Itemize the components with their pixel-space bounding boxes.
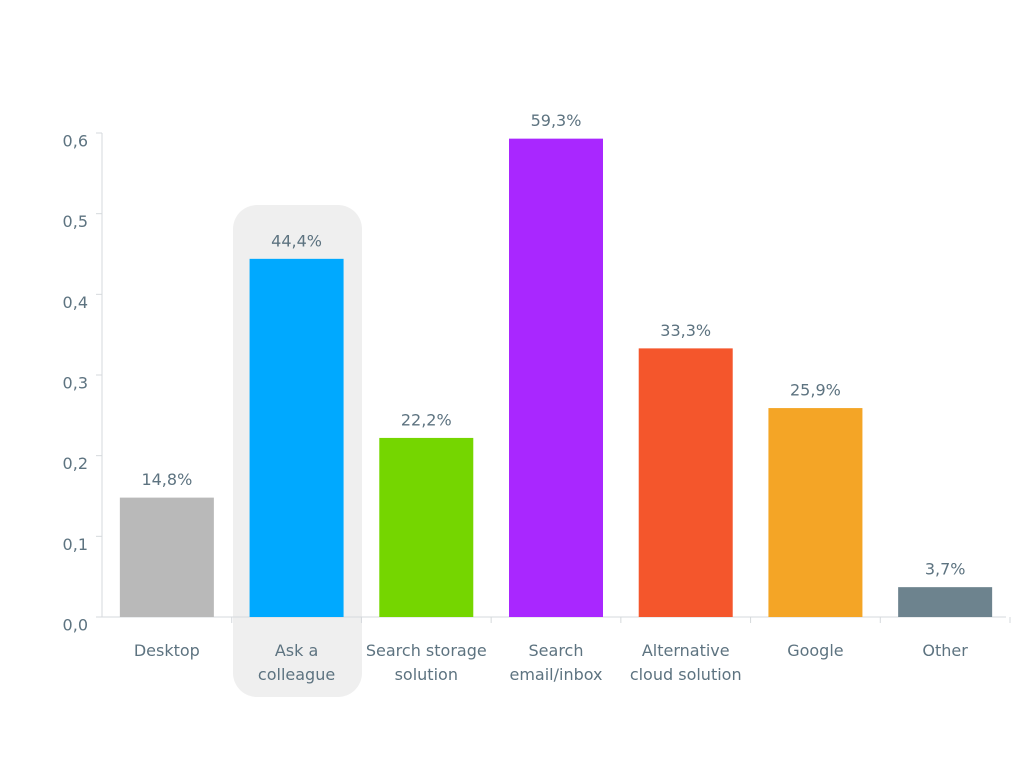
x-tick-label: Desktop (133, 641, 200, 660)
bar (119, 497, 214, 617)
value-label: 25,9% (790, 381, 841, 400)
value-label: 33,3% (660, 321, 711, 340)
bar (638, 348, 733, 617)
value-label: 44,4% (271, 231, 322, 250)
y-tick-label: 0,1 (63, 535, 88, 554)
x-tick-label: Ask a colleague (257, 641, 336, 684)
x-tick-label: Search storage solution (365, 641, 487, 684)
bar (768, 408, 863, 617)
y-tick-label: 0,6 (63, 132, 88, 151)
x-tick-label: Search email/inbox (509, 641, 603, 684)
y-tick-label: 0,0 (63, 616, 88, 635)
y-tick-label: 0,4 (63, 293, 88, 312)
value-label: 3,7% (925, 560, 966, 579)
value-label: 22,2% (401, 410, 452, 429)
bar (379, 437, 474, 617)
value-label: 59,3% (531, 111, 582, 130)
x-tick-label: Google (787, 641, 844, 660)
y-tick-label: 0,5 (63, 212, 88, 231)
x-tick-label: Other (922, 641, 968, 660)
bar (898, 587, 993, 617)
y-tick-label: 0,2 (63, 454, 88, 473)
x-tick-label: Alternative cloud solution (629, 641, 742, 684)
value-label: 14,8% (141, 470, 192, 489)
bar (249, 258, 344, 617)
bar (509, 138, 603, 617)
y-tick-label: 0,3 (63, 374, 88, 393)
